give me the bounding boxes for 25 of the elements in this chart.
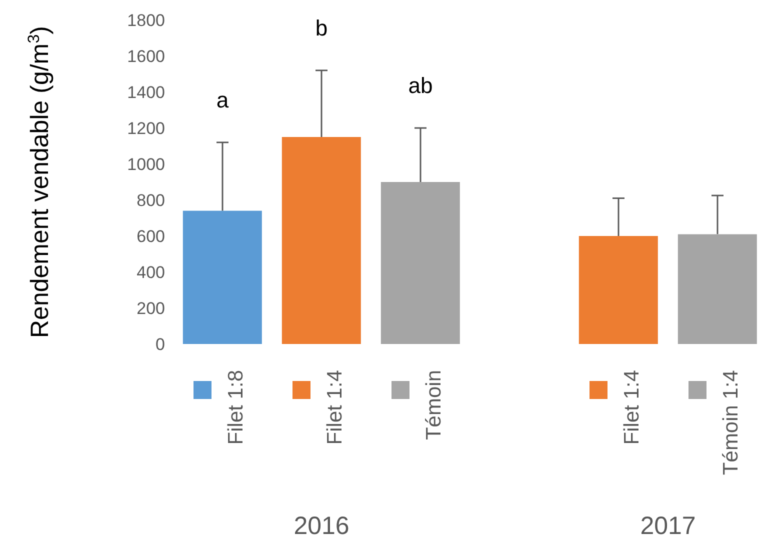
bar <box>182 210 262 344</box>
y-tick-label: 600 <box>136 227 165 246</box>
y-tick-label: 200 <box>136 299 165 318</box>
x-tick-label: Témoin 1:4 <box>720 370 742 476</box>
y-tick-label: 1200 <box>127 119 165 138</box>
y-tick-label: 1000 <box>127 155 165 174</box>
x-tick-label: Filet 1:4 <box>620 370 644 445</box>
y-tick-label: 800 <box>136 191 165 210</box>
bar <box>380 182 460 344</box>
y-tick-label: 1800 <box>127 11 165 30</box>
bar <box>282 137 361 344</box>
bar <box>678 234 757 344</box>
y-tick-label: 1600 <box>127 47 165 66</box>
y-tick-label: 1400 <box>127 83 165 102</box>
text: 2017 <box>640 512 696 540</box>
y-tick-label: 0 <box>156 335 165 354</box>
annotation: b <box>315 15 328 40</box>
bar <box>578 236 658 344</box>
annotation: ab <box>408 73 433 98</box>
x-tick-label: Témoin <box>422 370 446 440</box>
annotation: a <box>216 87 230 112</box>
x-tick-label: Filet 1:8 <box>224 370 248 445</box>
y-tick-label: 400 <box>136 263 165 282</box>
text: 2016 <box>294 512 350 540</box>
x-tick-label: Filet 1:4 <box>324 370 346 445</box>
